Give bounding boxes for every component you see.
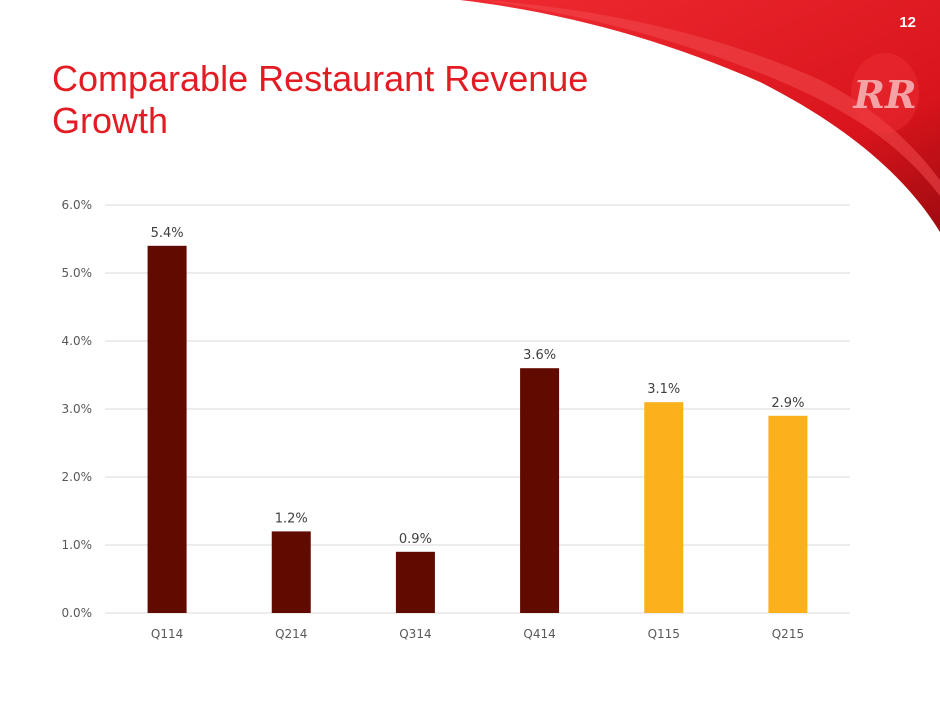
bar-q214 bbox=[271, 531, 311, 613]
bar-q414 bbox=[520, 368, 560, 613]
data-label: 0.9% bbox=[399, 532, 432, 547]
data-label: 5.4% bbox=[151, 226, 184, 241]
bar-q215 bbox=[768, 415, 808, 613]
slide-number: 12 bbox=[899, 14, 916, 31]
x-tick-label: Q114 bbox=[151, 627, 183, 641]
y-tick-label: 5.0% bbox=[62, 266, 93, 280]
data-label: 2.9% bbox=[771, 396, 804, 411]
bar-q114 bbox=[147, 245, 187, 614]
bars bbox=[147, 245, 808, 614]
data-labels: 5.4% 1.2% 0.9% 3.6% 3.1% 2.9% bbox=[151, 226, 805, 547]
bar-q115 bbox=[644, 402, 684, 613]
data-label: 1.2% bbox=[275, 511, 308, 526]
y-tick-label: 2.0% bbox=[62, 470, 93, 484]
x-tick-label: Q414 bbox=[523, 627, 555, 641]
x-tick-label: Q115 bbox=[648, 627, 680, 641]
x-tick-label: Q215 bbox=[772, 627, 804, 641]
x-axis-ticks: Q114 Q214 Q314 Q414 Q115 Q215 bbox=[151, 627, 804, 641]
data-label: 3.1% bbox=[647, 382, 680, 397]
y-axis-ticks: 0.0% 1.0% 2.0% 3.0% 4.0% 5.0% 6.0% bbox=[62, 198, 93, 620]
header-swoosh bbox=[460, 0, 940, 232]
y-tick-label: 3.0% bbox=[62, 402, 93, 416]
logo-badge: RR bbox=[851, 53, 919, 133]
y-tick-label: 0.0% bbox=[62, 606, 93, 620]
x-tick-label: Q214 bbox=[275, 627, 307, 641]
y-tick-label: 4.0% bbox=[62, 334, 93, 348]
header-swoosh-highlight bbox=[480, 0, 940, 196]
data-label: 3.6% bbox=[523, 348, 556, 363]
bar-q314 bbox=[395, 551, 435, 613]
slide-title: Comparable Restaurant Revenue Growth bbox=[52, 58, 589, 141]
y-tick-label: 1.0% bbox=[62, 538, 93, 552]
x-tick-label: Q314 bbox=[399, 627, 431, 641]
y-tick-label: 6.0% bbox=[62, 198, 93, 212]
logo-text: RR bbox=[852, 72, 916, 117]
gridlines bbox=[105, 204, 850, 614]
